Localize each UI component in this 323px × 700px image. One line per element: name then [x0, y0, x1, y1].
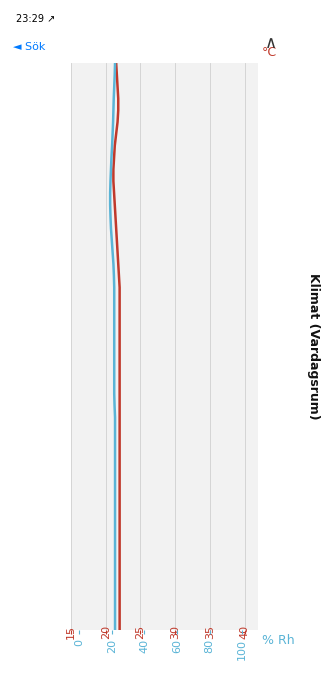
Text: % Rh: % Rh — [262, 634, 294, 647]
Text: 23:29 ↗: 23:29 ↗ — [16, 14, 56, 24]
Text: ◄ Sök: ◄ Sök — [13, 42, 45, 52]
Text: ∧: ∧ — [265, 34, 277, 52]
Text: °C: °C — [262, 46, 277, 60]
Text: Klimat (Vardagsrum): Klimat (Vardagsrum) — [307, 273, 320, 420]
